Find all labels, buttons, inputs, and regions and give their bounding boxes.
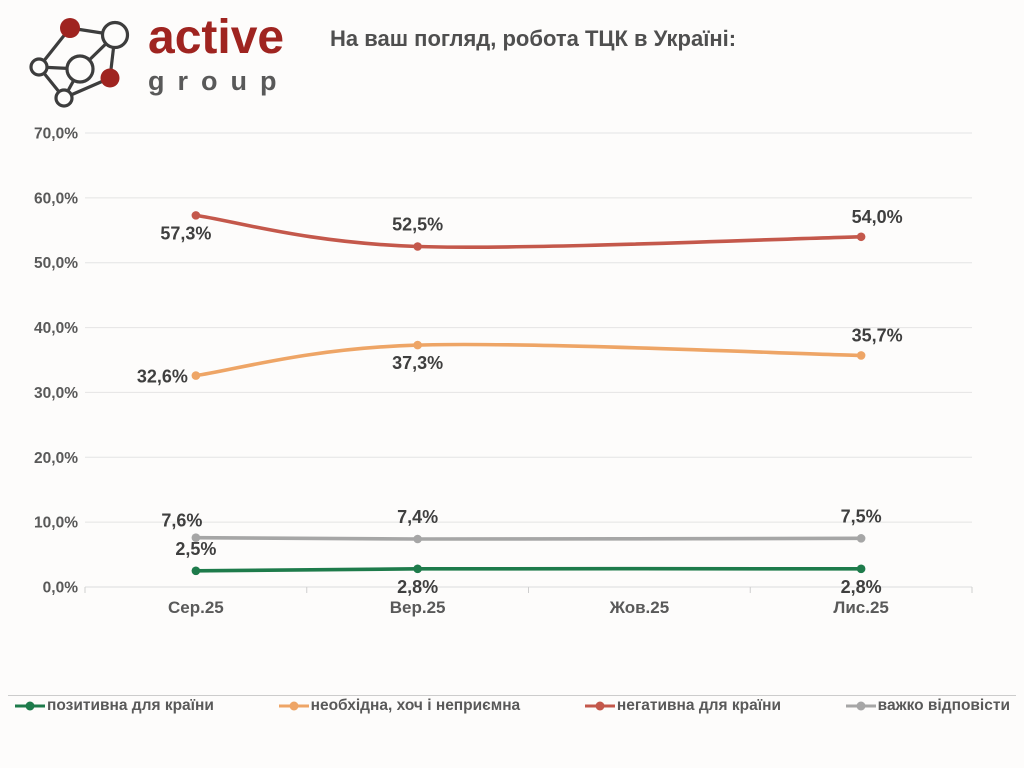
x-tick-label: Лис.25 bbox=[833, 598, 888, 617]
legend-item-1: необхідна, хоч і неприємна bbox=[278, 697, 521, 715]
data-point bbox=[191, 211, 201, 220]
data-label: 7,4% bbox=[397, 507, 438, 527]
legend-marker-icon bbox=[278, 701, 309, 711]
data-point bbox=[191, 371, 201, 380]
y-tick-label: 0,0% bbox=[43, 580, 79, 597]
data-label: 32,6% bbox=[137, 367, 188, 387]
chart-title: На ваш погляд, робота ТЦК в Україні: bbox=[330, 26, 737, 51]
y-tick-label: 30,0% bbox=[34, 385, 78, 402]
legend-label: важко відповісти bbox=[877, 697, 1010, 714]
data-point bbox=[856, 564, 866, 574]
data-point bbox=[191, 533, 201, 543]
data-label: 35,7% bbox=[852, 325, 903, 345]
legend-label: необхідна, хоч і неприємна bbox=[310, 697, 521, 714]
legend-item-0: позитивна для країни bbox=[14, 697, 214, 715]
x-tick-label: Сер.25 bbox=[168, 598, 224, 617]
data-label: 2,8% bbox=[397, 577, 438, 597]
legend-marker-icon bbox=[845, 701, 876, 711]
brand-block: active group bbox=[148, 14, 308, 95]
data-point bbox=[856, 232, 866, 242]
legend-label: негативна для країни bbox=[616, 697, 781, 714]
x-tick-label: Жов.25 bbox=[609, 598, 670, 617]
data-point bbox=[413, 242, 422, 251]
legend-item-2: негативна для країни bbox=[584, 697, 781, 715]
data-label: 7,5% bbox=[841, 506, 882, 526]
legend-item-3: важко відповісти bbox=[845, 697, 1010, 715]
data-point bbox=[856, 351, 866, 360]
data-label: 2,5% bbox=[175, 539, 216, 559]
series-line-2 bbox=[194, 213, 863, 249]
y-tick-label: 40,0% bbox=[34, 320, 78, 337]
y-tick-label: 50,0% bbox=[34, 255, 78, 272]
data-point bbox=[191, 566, 201, 576]
data-point bbox=[413, 564, 422, 574]
brand-subtitle: group bbox=[148, 66, 290, 96]
data-point bbox=[856, 534, 866, 543]
y-tick-label: 60,0% bbox=[34, 190, 78, 207]
x-tick-label: Вер.25 bbox=[390, 598, 446, 617]
data-point bbox=[413, 534, 422, 544]
legend-marker-icon bbox=[584, 701, 615, 711]
data-label: 54,0% bbox=[852, 207, 903, 227]
chart-legend: позитивна для країни необхідна, хоч і неп… bbox=[0, 697, 1024, 715]
y-tick-label: 70,0% bbox=[34, 126, 78, 143]
y-tick-label: 20,0% bbox=[34, 450, 78, 467]
y-tick-label: 10,0% bbox=[34, 515, 78, 532]
legend-marker-icon bbox=[15, 701, 45, 711]
legend-divider bbox=[8, 695, 1016, 696]
data-label: 37,3% bbox=[392, 353, 443, 373]
line-chart: 0,0% 10,0% 20,0% 30,0% 40,0% 50,0% 60,0% 70,0% С… bbox=[34, 126, 973, 617]
data-label: 7,6% bbox=[161, 511, 202, 531]
series-line-1 bbox=[194, 342, 863, 378]
legend-label: позитивна для країни bbox=[47, 697, 214, 714]
active-group-logo-icon bbox=[29, 18, 130, 108]
series-line-3 bbox=[194, 535, 863, 541]
brand-name: active bbox=[148, 11, 285, 64]
series-line-0 bbox=[194, 566, 863, 573]
data-label: 2,8% bbox=[841, 577, 882, 597]
data-point bbox=[413, 340, 422, 350]
data-label: 52,5% bbox=[392, 215, 443, 235]
data-label: 57,3% bbox=[160, 223, 211, 243]
